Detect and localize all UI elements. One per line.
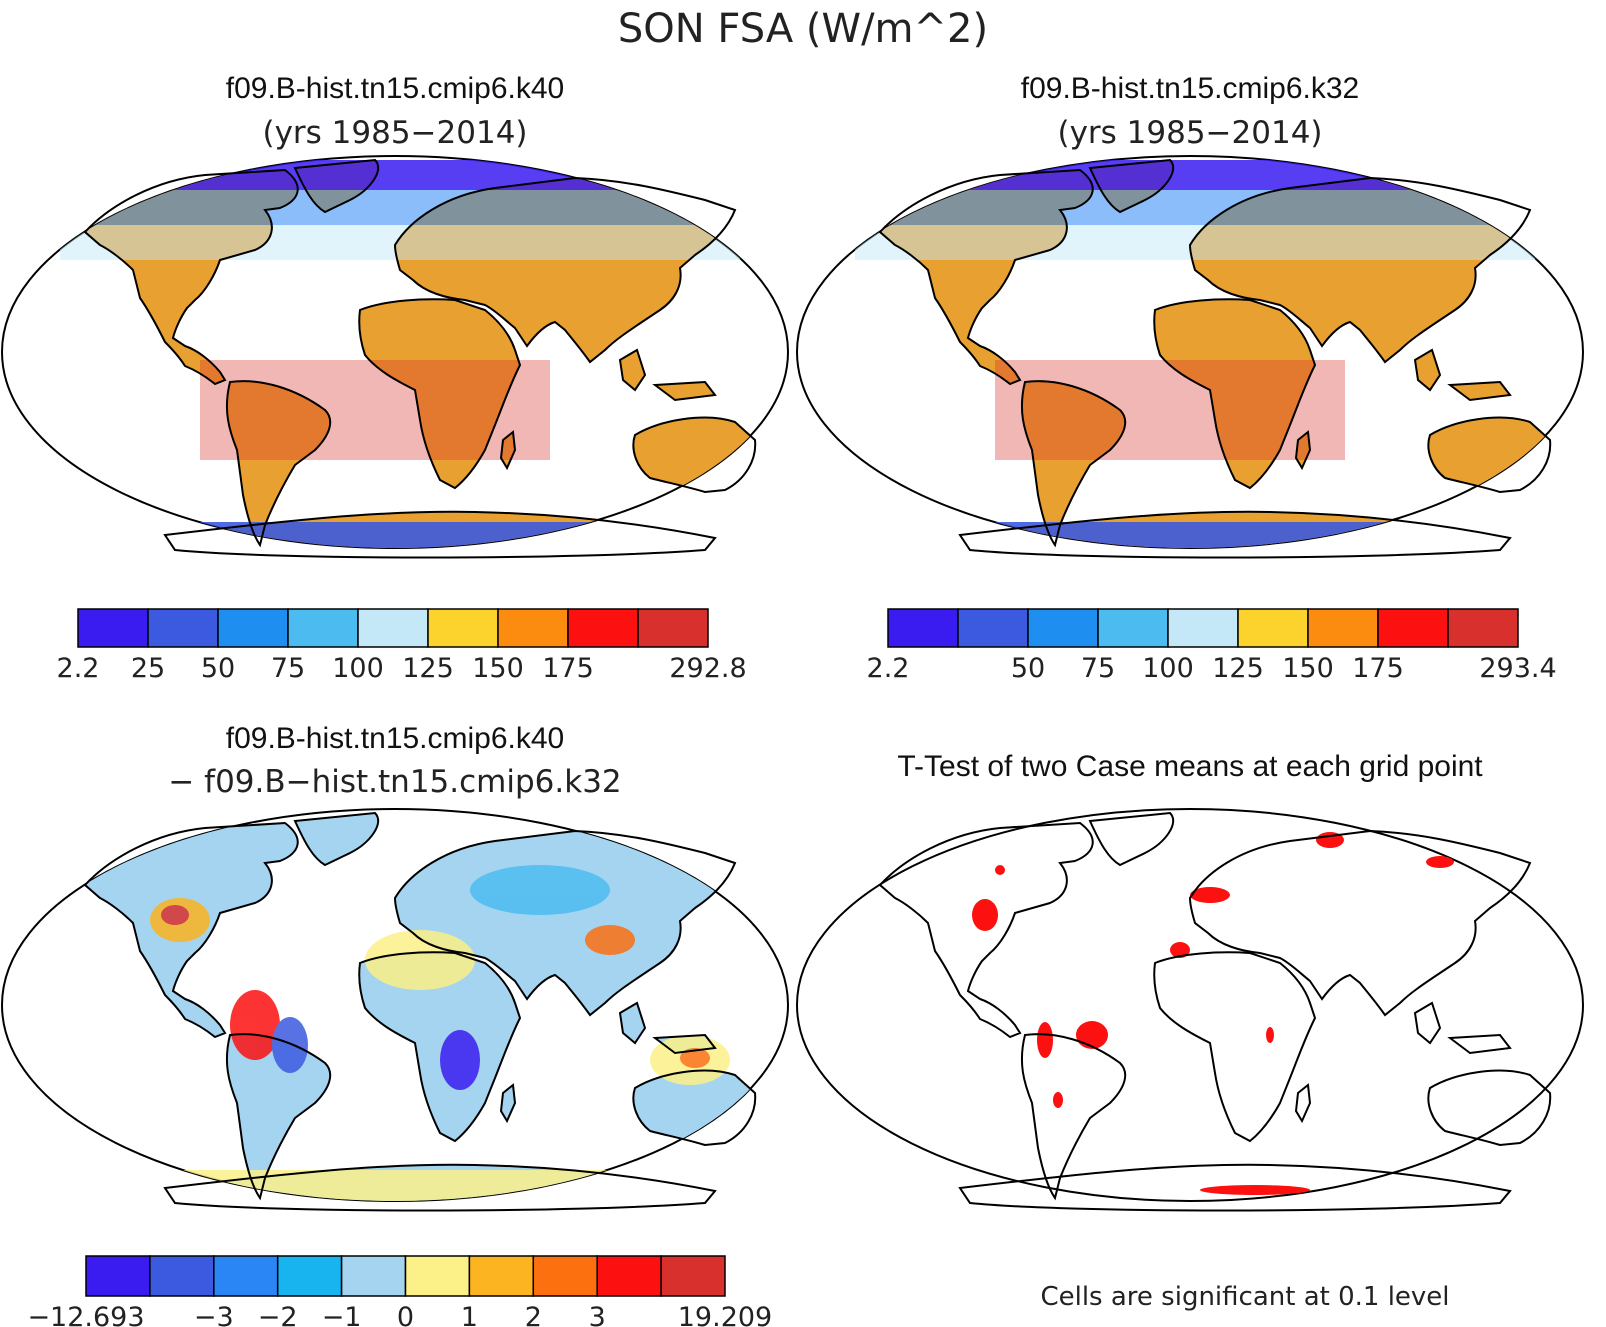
colorbar-tick-label: −3 xyxy=(194,1302,234,1327)
colorbar-tick-label: 150 xyxy=(472,653,524,684)
colorbar-tick-label: −1 xyxy=(322,1302,362,1327)
panel-diff: f09.B-hist.tn15.cmip6.k40 − f09.B−hist.t… xyxy=(1,722,789,1327)
colorbar-tick-label: 1 xyxy=(461,1302,478,1327)
colorbar-tick-label: 75 xyxy=(1081,653,1115,684)
colorbar-swatch xyxy=(217,608,289,648)
significance-note: Cells are significant at 0.1 level xyxy=(1040,1282,1449,1312)
colorbar-swatch xyxy=(468,1255,535,1297)
colorbar-swatch xyxy=(287,608,359,648)
colorbar-tick-label: −2 xyxy=(258,1302,298,1327)
colorbar-swatch xyxy=(1377,608,1449,648)
colorbar-tick-label: 100 xyxy=(1142,653,1194,684)
colorbar: −12.693 −3 −2 −1 0 1 2 3 19.209 xyxy=(27,1255,772,1327)
map xyxy=(1,808,789,1212)
map xyxy=(796,808,1584,1212)
colorbar-swatch xyxy=(147,608,219,648)
significant-cells xyxy=(972,832,1454,1199)
colorbar-swatch xyxy=(427,608,499,648)
colorbar-swatch xyxy=(887,608,959,648)
colorbar-swatch xyxy=(1167,608,1239,648)
panel-title: f09.B-hist.tn15.cmip6.k32 xyxy=(1021,72,1360,105)
colorbar-tick-label: 25 xyxy=(131,653,165,684)
colorbar-tick-label: 100 xyxy=(332,653,384,684)
colorbar-tick-label: 3 xyxy=(589,1302,606,1327)
colorbar-tick-label: 150 xyxy=(1282,653,1334,684)
map xyxy=(796,155,1584,559)
figure-title: SON FSA (W/m^2) xyxy=(618,6,988,52)
colorbar-swatch xyxy=(497,608,569,648)
colorbar-tick-label: 175 xyxy=(542,653,594,684)
colorbar-swatch xyxy=(596,1255,662,1297)
panel-title: f09.B-hist.tn15.cmip6.k40 xyxy=(226,722,565,755)
colorbar-swatch xyxy=(77,608,149,648)
colorbar-swatch xyxy=(957,608,1029,648)
colorbar-swatch xyxy=(1027,608,1099,648)
colorbar-swatch xyxy=(660,1255,726,1297)
colorbar-tick-label: 50 xyxy=(1011,653,1045,684)
colorbar-tick-label: 75 xyxy=(271,653,305,684)
colorbar-tick-label: 2 xyxy=(525,1302,542,1327)
colorbar-swatch xyxy=(1097,608,1169,648)
colorbar-swatch xyxy=(357,608,429,648)
panel-title: f09.B-hist.tn15.cmip6.k40 xyxy=(226,72,565,105)
colorbar-swatch xyxy=(637,608,709,648)
colorbar-swatch xyxy=(149,1255,215,1297)
panel-case1: f09.B-hist.tn15.cmip6.k40 (yrs 1985−2014… xyxy=(1,72,789,684)
colorbar-swatch xyxy=(276,1255,343,1297)
colorbar-tick-label: 125 xyxy=(402,653,454,684)
colorbar-tick-label: 125 xyxy=(1212,653,1264,684)
panel-subtitle: (yrs 1985−2014) xyxy=(262,115,527,151)
panel-ttest: T-Test of two Case means at each grid po… xyxy=(796,750,1584,1312)
colorbar-swatch xyxy=(404,1255,471,1297)
colorbar-tick-label: 293.4 xyxy=(1479,653,1556,684)
colorbar-tick-label: −12.693 xyxy=(27,1302,144,1327)
colorbar-swatch xyxy=(1307,608,1379,648)
colorbar-swatch xyxy=(1237,608,1309,648)
colorbar-swatch xyxy=(1447,608,1519,648)
panel-subtitle: (yrs 1985−2014) xyxy=(1057,115,1322,151)
colorbar-swatch xyxy=(340,1255,407,1297)
colorbar-swatch xyxy=(85,1255,151,1297)
colorbar-swatch xyxy=(213,1255,279,1297)
colorbar-tick-label: 2.2 xyxy=(867,653,910,684)
colorbar-swatch xyxy=(567,608,639,648)
panel-case2: f09.B-hist.tn15.cmip6.k32 (yrs 1985−2014… xyxy=(796,72,1584,684)
colorbar: 2.2 25 50 75 100 125 150 175 292.8 xyxy=(57,608,747,684)
colorbar-tick-label: 2.2 xyxy=(57,653,100,684)
colorbar-tick-label: 292.8 xyxy=(669,653,746,684)
panel-title: T-Test of two Case means at each grid po… xyxy=(897,750,1483,783)
colorbar-tick-label: 0 xyxy=(397,1302,414,1327)
panel-subtitle: − f09.B−hist.tn15.cmip6.k32 xyxy=(168,764,621,800)
colorbar-tick-label: 50 xyxy=(201,653,235,684)
colorbar-tick-label: 175 xyxy=(1352,653,1404,684)
map xyxy=(1,155,789,559)
colorbar-tick-label: 19.209 xyxy=(678,1302,772,1327)
colorbar: 2.2 50 75 100 125 150 175 293.4 xyxy=(867,608,1557,684)
colorbar-swatch xyxy=(532,1255,598,1297)
